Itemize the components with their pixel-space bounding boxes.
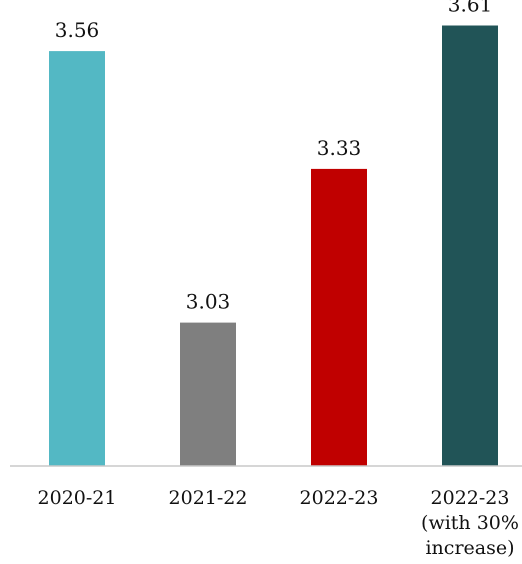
x-tick-labels: 2020-21 2021-22 2022-23 2022-23 (with 30% inc… [38, 487, 519, 559]
bar-2 [180, 322, 236, 466]
x-tick-label-3: 2022-23 [300, 487, 379, 509]
data-label-2: 3.03 [186, 290, 231, 314]
data-label-1: 3.56 [55, 18, 100, 42]
bars-layer [49, 25, 498, 466]
x-tick-label-2-line-1: 2021-22 [169, 487, 248, 509]
x-tick-label-4-line-3: increase) [425, 537, 514, 559]
bar-4 [442, 25, 498, 466]
x-tick-label-1: 2020-21 [38, 487, 117, 509]
x-tick-label-1-line-1: 2020-21 [38, 487, 117, 509]
x-tick-label-2: 2021-22 [169, 487, 248, 509]
data-label-3: 3.33 [317, 136, 362, 160]
bar-1 [49, 51, 105, 466]
bar-3 [311, 168, 367, 466]
labels-layer: 3.56 3.03 3.33 3.61 [55, 0, 493, 314]
x-tick-label-4-line-2: (with 30% [421, 512, 519, 534]
x-tick-label-3-line-1: 2022-23 [300, 487, 379, 509]
data-label-4: 3.61 [448, 0, 493, 17]
x-tick-label-4: 2022-23 (with 30% increase) [421, 487, 519, 559]
x-tick-label-4-line-1: 2022-23 [431, 487, 510, 509]
